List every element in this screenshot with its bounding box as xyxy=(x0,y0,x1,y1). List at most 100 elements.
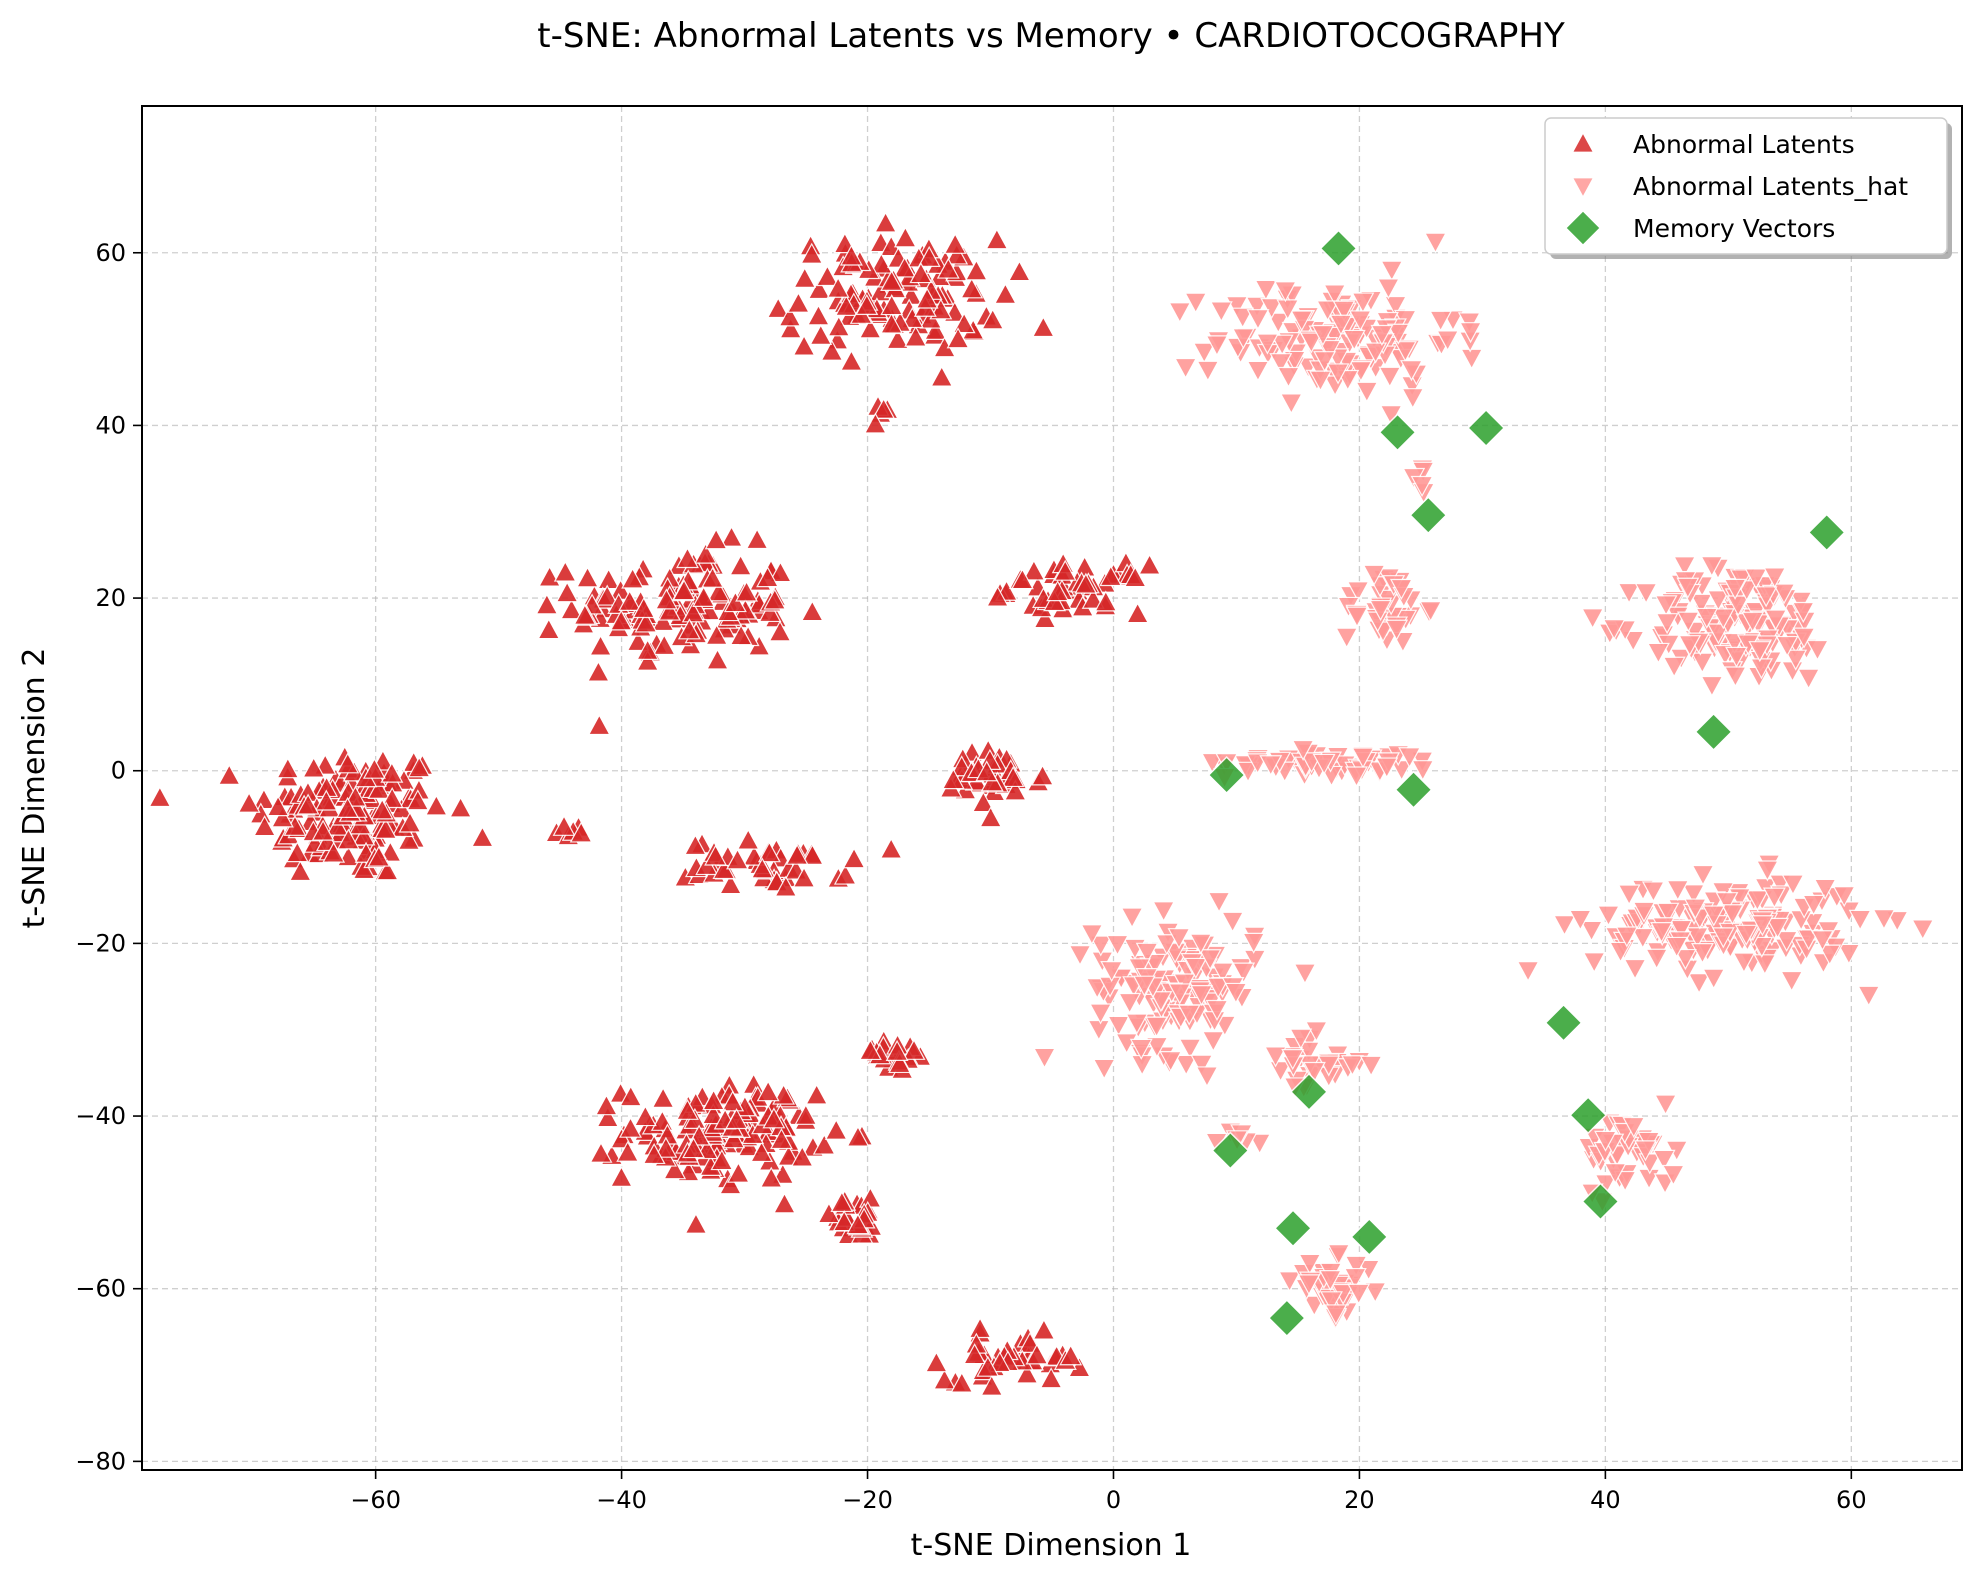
abnormal-latent-point xyxy=(470,825,494,848)
abnormal-latent-point xyxy=(988,1351,1012,1373)
abnormal-latent-point xyxy=(975,760,999,782)
abnormal-latent-point xyxy=(1025,1343,1049,1365)
abnormal-latent-point xyxy=(766,296,790,319)
abnormal-latent-point xyxy=(846,1213,870,1235)
abnormal-latent-hat-point xyxy=(1375,757,1399,779)
abnormal-latent-point xyxy=(722,1127,746,1149)
series-abnormal-latents-hat xyxy=(1033,232,1935,1331)
abnormal-latent-hat-point xyxy=(1231,307,1255,329)
abnormal-latent-point xyxy=(941,768,965,790)
abnormal-latent-point xyxy=(834,294,858,316)
abnormal-latent-point xyxy=(723,591,747,613)
abnormal-latent-point xyxy=(757,841,781,863)
abnormal-latent-hat-point xyxy=(1695,607,1719,629)
abnormal-latent-hat-point xyxy=(1781,874,1805,896)
abnormal-latent-hat-point xyxy=(1689,593,1713,615)
memory-vector-point xyxy=(1378,413,1417,452)
abnormal-latent-hat-point xyxy=(1641,881,1665,903)
abnormal-latent-hat-point xyxy=(1700,556,1724,578)
abnormal-latent-hat-point xyxy=(1609,941,1633,963)
abnormal-latent-point xyxy=(980,1374,1004,1396)
memory-vector-point xyxy=(1569,1096,1608,1135)
abnormal-latent-hat-point xyxy=(1384,295,1407,318)
x-tick-label: 0 xyxy=(1106,1486,1121,1514)
abnormal-latent-point xyxy=(569,821,593,843)
abnormal-latent-hat-point xyxy=(1174,357,1198,379)
memory-vector-point xyxy=(1207,755,1246,795)
abnormal-latent-hat-point xyxy=(1323,284,1347,306)
abnormal-latent-hat-point xyxy=(1211,962,1235,984)
abnormal-latent-hat-point xyxy=(1351,292,1375,314)
abnormal-latent-hat-point xyxy=(1264,1046,1287,1068)
abnormal-latent-point xyxy=(809,323,833,346)
abnormal-latent-point xyxy=(943,232,967,254)
abnormal-latent-hat-point xyxy=(1646,642,1670,664)
abnormal-latent-hat-point xyxy=(1255,333,1279,355)
abnormal-latent-point xyxy=(768,620,792,642)
abnormal-latent-hat-point xyxy=(1345,606,1369,628)
abnormal-latent-point xyxy=(762,1107,786,1129)
abnormal-latent-hat-point xyxy=(1152,901,1176,923)
abnormal-latent-point xyxy=(888,1051,912,1074)
abnormal-latent-hat-point xyxy=(1359,1055,1383,1077)
memory-vector-point xyxy=(1394,770,1433,809)
abnormal-latent-point xyxy=(370,798,394,820)
abnormal-latent-hat-point xyxy=(1700,675,1724,698)
abnormal-latent-point xyxy=(336,828,360,850)
abnormal-latent-hat-point xyxy=(1293,963,1317,985)
abnormal-latent-point xyxy=(406,789,430,811)
abnormal-latent-point xyxy=(587,713,611,736)
memory-vector-point xyxy=(1581,1182,1620,1221)
abnormal-latent-point xyxy=(1039,1367,1063,1389)
abnormal-latent-point xyxy=(288,859,312,882)
abnormal-latent-point xyxy=(619,1116,642,1138)
abnormal-latent-point xyxy=(812,1133,836,1155)
abnormal-latent-point xyxy=(626,629,650,652)
abnormal-latent-point xyxy=(719,873,743,895)
abnormal-latent-hat-point xyxy=(1355,381,1379,403)
abnormal-latent-hat-point xyxy=(1911,919,1935,941)
abnormal-latent-point xyxy=(839,349,863,371)
abnormal-latent-hat-point xyxy=(1281,1049,1305,1071)
abnormal-latent-hat-point xyxy=(1725,646,1748,668)
abnormal-latent-point xyxy=(756,1080,780,1102)
abnormal-latent-point xyxy=(616,1140,640,1162)
abnormal-latent-point xyxy=(858,317,882,339)
abnormal-latent-point xyxy=(846,1125,870,1147)
abnormal-latent-hat-point xyxy=(1732,952,1756,974)
abnormal-latent-hat-point xyxy=(1764,609,1788,631)
abnormal-latent-hat-point xyxy=(1184,957,1208,979)
abnormal-latent-hat-point xyxy=(1682,884,1706,906)
abnormal-latent-hat-point xyxy=(1401,388,1425,410)
abnormal-latent-point xyxy=(1074,572,1098,594)
abnormal-latent-point xyxy=(900,306,924,329)
abnormal-latent-hat-point xyxy=(1673,556,1697,578)
abnormal-latent-hat-point xyxy=(1780,970,1804,993)
abnormal-latent-point xyxy=(675,1098,699,1120)
abnormal-latent-point xyxy=(774,875,798,897)
abnormal-latent-hat-point xyxy=(1741,611,1765,633)
abnormal-latent-point xyxy=(793,266,817,288)
abnormal-latent-point xyxy=(595,584,619,606)
abnormal-latent-point xyxy=(786,291,810,313)
abnormal-latent-hat-point xyxy=(1198,949,1222,971)
abnormal-latent-point xyxy=(729,624,753,646)
data-points xyxy=(148,211,1935,1396)
series-memory-vectors xyxy=(1207,229,1846,1338)
abnormal-latent-hat-point xyxy=(1378,366,1402,388)
abnormal-latent-hat-point xyxy=(1602,619,1626,641)
abnormal-latent-point xyxy=(945,243,969,265)
abnormal-latent-point xyxy=(1138,553,1162,575)
abnormal-latent-hat-point xyxy=(1423,232,1447,254)
abnormal-latent-point xyxy=(362,757,386,779)
abnormal-latent-point xyxy=(790,1145,814,1167)
abnormal-latent-hat-point xyxy=(1232,962,1256,984)
abnormal-latent-point xyxy=(1010,568,1034,590)
abnormal-latent-point xyxy=(619,1085,643,1107)
abnormal-latent-hat-point xyxy=(1410,475,1434,498)
abnormal-latent-hat-point xyxy=(1631,927,1655,950)
abnormal-latent-point xyxy=(658,599,681,621)
abnormal-latent-point xyxy=(449,796,473,818)
y-axis-label: t-SNE Dimension 2 xyxy=(17,648,52,929)
abnormal-latent-hat-point xyxy=(1726,595,1750,617)
